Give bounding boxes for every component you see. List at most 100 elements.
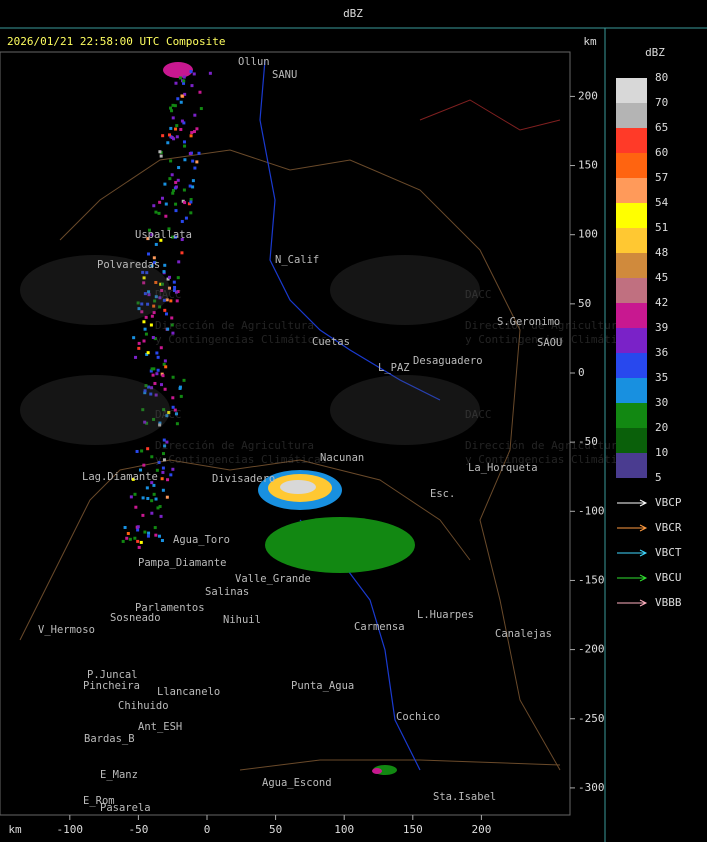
echo-cell [182, 188, 186, 192]
echo-cell [152, 367, 156, 371]
echo-cell [171, 191, 175, 195]
place-label: Llancanelo [157, 686, 220, 698]
echo-cell [171, 103, 175, 107]
scale-swatch [616, 428, 647, 453]
scale-label: 54 [655, 196, 669, 209]
echo-cell [153, 299, 157, 303]
plot-frame [0, 51, 571, 816]
echo-cell [173, 285, 177, 289]
place-label: Polvaredas [97, 259, 160, 271]
echo-cell [152, 204, 156, 208]
echo-cell [178, 385, 182, 389]
echo-cell [141, 270, 145, 274]
echoes [163, 62, 415, 775]
echo-cell [150, 455, 154, 459]
echo-cell [158, 423, 162, 427]
echo-cell [168, 177, 172, 181]
echo-cell [175, 299, 179, 303]
echo-cell [143, 391, 147, 395]
place-label: Nihuil [223, 614, 261, 626]
echo-cell [190, 131, 194, 135]
echo-cell [171, 375, 175, 379]
watermark-subtitle: Dirección de Agricultura [465, 439, 624, 452]
scale-swatch [616, 403, 647, 428]
echo-cell [162, 298, 166, 302]
echo-cell [169, 473, 173, 477]
place-label: SANU [272, 69, 297, 81]
echo-cell [176, 97, 180, 101]
scale-label: 39 [655, 321, 668, 334]
place-label: Ant_ESH [138, 721, 182, 733]
echo-cell [164, 365, 168, 369]
echo-cell [188, 152, 192, 156]
echo-cell [174, 412, 178, 416]
echo-cell [169, 126, 173, 130]
echo-cell [199, 107, 203, 111]
place-label: Ollun [238, 56, 270, 68]
scale-swatch [616, 203, 647, 228]
echo-cell [168, 275, 172, 279]
scale-label: 20 [655, 421, 668, 434]
echo-cell [171, 116, 175, 120]
echo-cell [149, 392, 153, 396]
echo-cell [159, 383, 163, 387]
echo-cell [136, 525, 140, 529]
echo [163, 62, 193, 78]
echo-cell [144, 315, 148, 319]
echo-cell [157, 460, 161, 464]
place-label: N_Calif [275, 254, 319, 266]
echo-cell [182, 75, 186, 79]
map-title: 2026/01/21 22:58:00 UTC Composite [7, 35, 226, 48]
echo-cell [163, 263, 167, 267]
echo-cell [179, 127, 183, 131]
echo-cell [150, 386, 154, 390]
echo-cell [174, 180, 178, 184]
echo-cell [147, 385, 151, 389]
echo-cell [175, 135, 179, 139]
echo-cell [171, 235, 175, 239]
echo-cell [162, 270, 166, 274]
x-tick-label: 200 [471, 823, 491, 836]
echo [372, 768, 382, 774]
echo-cell [193, 113, 197, 117]
echo-cell [137, 341, 141, 345]
echo-cell [175, 422, 179, 426]
echo-cell [182, 81, 186, 85]
echo-cell [161, 134, 165, 138]
echo-cell [158, 305, 162, 309]
echo [265, 517, 415, 573]
echo-cell [170, 109, 174, 113]
scale-swatch [616, 378, 647, 403]
echo-cell [155, 351, 159, 355]
watermark-logo-mark [330, 375, 480, 445]
x-tick-label: 0 [204, 823, 211, 836]
echo-cell [150, 499, 154, 503]
echo-cell [155, 372, 159, 376]
watermark-logo-mark [330, 255, 480, 325]
echo-cell [180, 94, 184, 98]
y-tick-label: -200 [578, 643, 605, 656]
echo-cell [161, 452, 165, 456]
echo-cell [142, 463, 146, 467]
place-label: Pampa_Diamante [138, 557, 227, 569]
echo-cell [154, 497, 158, 501]
y-tick-label: -250 [578, 712, 605, 725]
department-border [19, 459, 471, 641]
echo-cell [154, 295, 158, 299]
place-label: Salinas [205, 586, 249, 598]
watermark-logo: DACC [465, 288, 492, 301]
echo-cell [150, 511, 154, 515]
echo-cell [145, 486, 149, 490]
echo-cell [135, 449, 139, 453]
place-label: Pincheira [83, 680, 140, 692]
scale-label: 51 [655, 221, 668, 234]
echo-cell [167, 286, 171, 290]
echo-cell [158, 421, 162, 425]
echo-cell [152, 311, 156, 315]
echo-cell [160, 288, 164, 292]
echo-cell [151, 373, 155, 377]
y-tick-label: 100 [578, 228, 598, 241]
scale-label: 42 [655, 296, 668, 309]
scale-label: 30 [655, 396, 668, 409]
